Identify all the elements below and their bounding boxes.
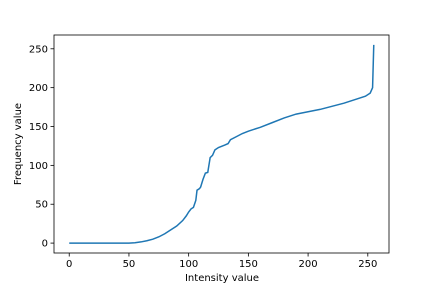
x-tick-label: 0 [66, 259, 72, 270]
plot-frame [53, 34, 390, 254]
x-axis-label: Intensity value [185, 273, 259, 284]
line [69, 44, 375, 244]
y-tick-label: 150 [29, 122, 48, 133]
x-tick-label: 50 [123, 259, 136, 270]
y-tick-label: 200 [29, 83, 48, 94]
x-tick-label: 200 [299, 259, 318, 270]
x-tick-label: 100 [179, 259, 198, 270]
y-axis-label: Frequency value [13, 103, 24, 185]
y-tick-label: 0 [42, 239, 48, 250]
y-tick-label: 50 [35, 200, 48, 211]
y-tick-label: 250 [29, 44, 48, 55]
y-tick-label: 100 [29, 161, 48, 172]
x-tick-label: 150 [239, 259, 258, 270]
x-tick-label: 250 [358, 259, 377, 270]
